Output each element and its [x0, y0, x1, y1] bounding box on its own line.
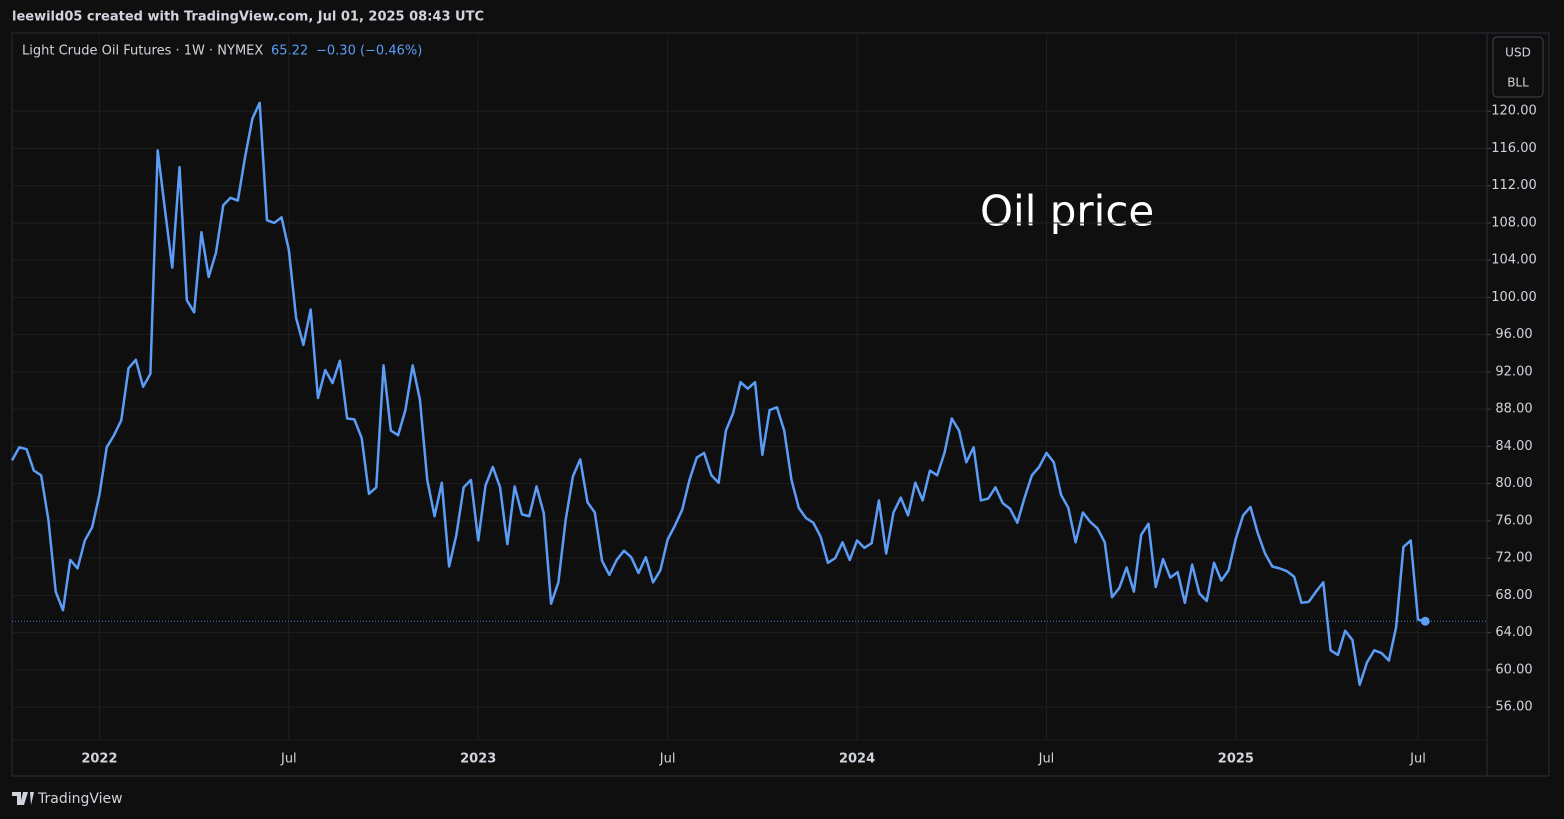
y-tick-label: 120.00 — [1491, 104, 1537, 119]
y-tick-label: 116.00 — [1491, 141, 1537, 156]
y-tick-label: 56.00 — [1495, 700, 1532, 715]
y-tick-label: 100.00 — [1491, 290, 1537, 305]
logo — [12, 792, 34, 805]
y-tick-label: 76.00 — [1495, 513, 1532, 528]
y-tick-label: 112.00 — [1491, 178, 1537, 193]
x-tick-label: 2024 — [839, 752, 875, 767]
y-tick-label: 104.00 — [1491, 253, 1537, 268]
y-tick-label: 92.00 — [1495, 364, 1532, 379]
x-tick-label: Jul — [1038, 752, 1055, 767]
y-tick-label: 64.00 — [1495, 625, 1532, 640]
chart-pane — [11, 32, 1550, 777]
last-price: 65.22 — [271, 44, 308, 59]
y-tick-label: 80.00 — [1495, 476, 1532, 491]
currency-unit: USD — [1505, 46, 1531, 60]
last-point — [1420, 616, 1430, 626]
y-tick-label: 72.00 — [1495, 551, 1532, 566]
x-tick-label: 2022 — [81, 752, 117, 767]
x-tick-label: Jul — [659, 752, 676, 767]
x-tick-label: Jul — [1409, 752, 1426, 767]
y-tick-label: 96.00 — [1495, 327, 1532, 342]
price-change: −0.30 (−0.46%) — [316, 44, 422, 59]
price-line — [10, 101, 1426, 686]
header: leewild05 created with TradingView.com, … — [12, 10, 484, 25]
y-tick-label: 84.00 — [1495, 439, 1532, 454]
footer: TradingView — [37, 791, 123, 807]
annotation: Oil price — [980, 187, 1154, 236]
chart-title: Light Crude Oil Futures · 1W · NYMEX — [22, 44, 263, 59]
x-tick-label: 2023 — [460, 752, 496, 767]
grid — [12, 33, 1487, 740]
quantity-unit: BLL — [1507, 76, 1529, 90]
y-tick-label: 60.00 — [1495, 662, 1532, 677]
y-tick-label: 108.00 — [1491, 215, 1537, 230]
y-tick-label: 88.00 — [1495, 402, 1532, 417]
y-tick-label: 68.00 — [1495, 588, 1532, 603]
x-tick-label: Jul — [280, 752, 297, 767]
x-tick-label: 2025 — [1218, 752, 1254, 767]
unit-box[interactable] — [1492, 36, 1544, 98]
